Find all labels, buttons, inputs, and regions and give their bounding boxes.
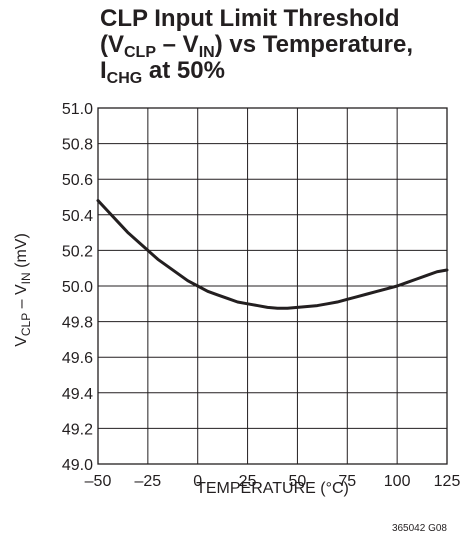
x-tick-label: 0 (193, 473, 202, 490)
y-tick-label: 49.4 (62, 386, 93, 403)
x-tick-label: –50 (85, 473, 112, 490)
y-axis-label-unit: (mV) (13, 233, 30, 272)
y-tick-label: 51.0 (62, 101, 93, 118)
x-tick-label: 100 (384, 473, 411, 490)
y-tick-label: 50.8 (62, 137, 93, 154)
y-tick-label: 50.0 (62, 279, 93, 296)
x-tick-label: 25 (239, 473, 257, 490)
x-tick-label: 125 (434, 473, 460, 490)
y-tick-label: 50.2 (62, 243, 93, 260)
y-axis-label-sub-in: IN (19, 272, 33, 284)
y-tick-label: 50.4 (62, 208, 93, 225)
chart-title: CLP Input Limit Threshold (VCLP – VIN) v… (100, 5, 413, 87)
y-axis-label-sub-clp: CLP (19, 313, 33, 336)
y-axis-label-v1: V (13, 336, 30, 347)
y-tick-label: 49.8 (62, 315, 93, 332)
x-tick-label: 50 (289, 473, 307, 490)
x-tick-labels: –50 –25 0 25 50 75 100 125 (85, 473, 460, 490)
y-tick-label: 49.2 (62, 421, 93, 438)
chart-title-line-3: ICHG at 50% (100, 57, 225, 87)
y-tick-label: 50.6 (62, 172, 93, 189)
chart-title-line-1: CLP Input Limit Threshold (100, 5, 400, 32)
y-tick-label: 49.6 (62, 350, 93, 367)
x-tick-label: –25 (135, 473, 162, 490)
y-axis-label: VCLP – VIN (mV) (13, 233, 33, 347)
y-axis-label-minus-v: – V (13, 284, 30, 313)
figure-id: 365042 G08 (392, 523, 447, 534)
x-axis-label: TEMPERATURE (°C) (196, 480, 349, 497)
series-line (96, 199, 449, 310)
plot-frame (97, 107, 448, 465)
y-tick-labels: 51.0 50.8 50.6 50.4 50.2 50.0 49.8 49.6 49.4 49.2… (62, 101, 93, 474)
x-tick-label: 75 (338, 473, 356, 490)
chart-title-line-2: (VCLP – VIN) vs Temperature, (100, 31, 413, 61)
y-tick-label: 49.0 (62, 457, 93, 474)
